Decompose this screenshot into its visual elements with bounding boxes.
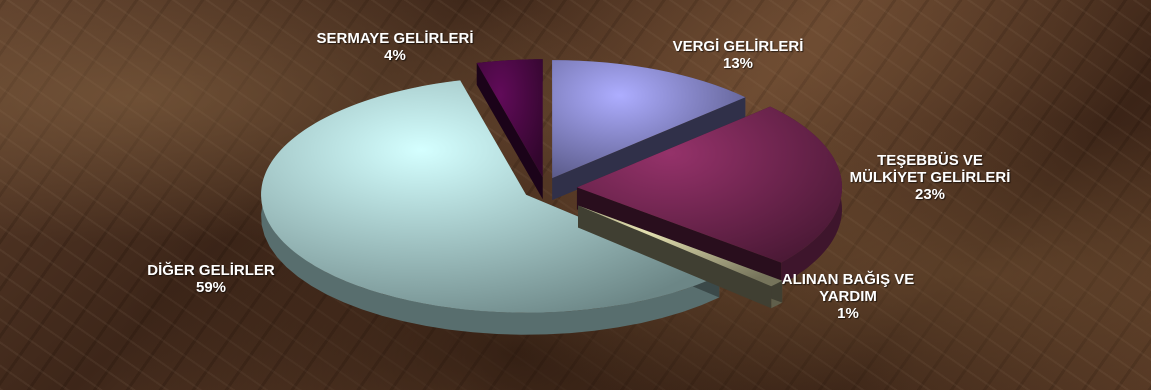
label-tesebbus-name-2: MÜLKİYET GELİRLERİ bbox=[849, 169, 1011, 186]
pie-slice-top bbox=[576, 106, 843, 263]
label-vergi: VERGİ GELİRLERİ 13% bbox=[673, 38, 804, 72]
label-sermaye-pct: 4% bbox=[384, 47, 406, 64]
pie-slice-top bbox=[578, 205, 783, 287]
pie-slice bbox=[576, 106, 843, 285]
pie-slice-top bbox=[261, 80, 720, 313]
label-diger-name: DİĞER GELİRLER bbox=[147, 262, 275, 279]
label-bagis-name-1: ALINAN BAĞIŞ VE bbox=[781, 271, 915, 288]
label-tesebbus-name-1: TEŞEBBÜS VE bbox=[877, 152, 983, 169]
pie-slice-wall bbox=[552, 97, 746, 201]
pie-slice-wall bbox=[576, 187, 782, 285]
pie-slice-wall bbox=[578, 205, 772, 309]
pie-slice bbox=[578, 205, 783, 309]
label-vergi-name: VERGİ GELİRLERİ bbox=[672, 38, 804, 55]
label-bagis: ALINAN BAĞIŞ VE YARDIM 1% bbox=[782, 271, 915, 322]
label-tesebbus-pct: 23% bbox=[914, 186, 946, 203]
label-bagis-pct: 1% bbox=[837, 305, 859, 322]
label-sermaye-name: SERMAYE GELİRLERİ bbox=[316, 30, 474, 47]
label-diger-pct: 59% bbox=[195, 279, 227, 296]
pie-slice bbox=[476, 59, 543, 200]
label-sermaye: SERMAYE GELİRLERİ 4% bbox=[317, 30, 474, 64]
label-tesebbus: TEŞEBBÜS VE MÜLKİYET GELİRLERİ 23% bbox=[850, 152, 1011, 203]
label-bagis-name-2: YARDIM bbox=[819, 288, 877, 305]
pie-slice-top bbox=[552, 60, 746, 179]
pie-slice-top bbox=[476, 59, 543, 178]
pie-slice bbox=[552, 60, 746, 201]
label-vergi-pct: 13% bbox=[722, 55, 754, 72]
label-diger: DİĞER GELİRLER 59% bbox=[147, 262, 275, 296]
pie-slice-side bbox=[261, 80, 720, 335]
pie-slice-wall bbox=[476, 62, 543, 200]
